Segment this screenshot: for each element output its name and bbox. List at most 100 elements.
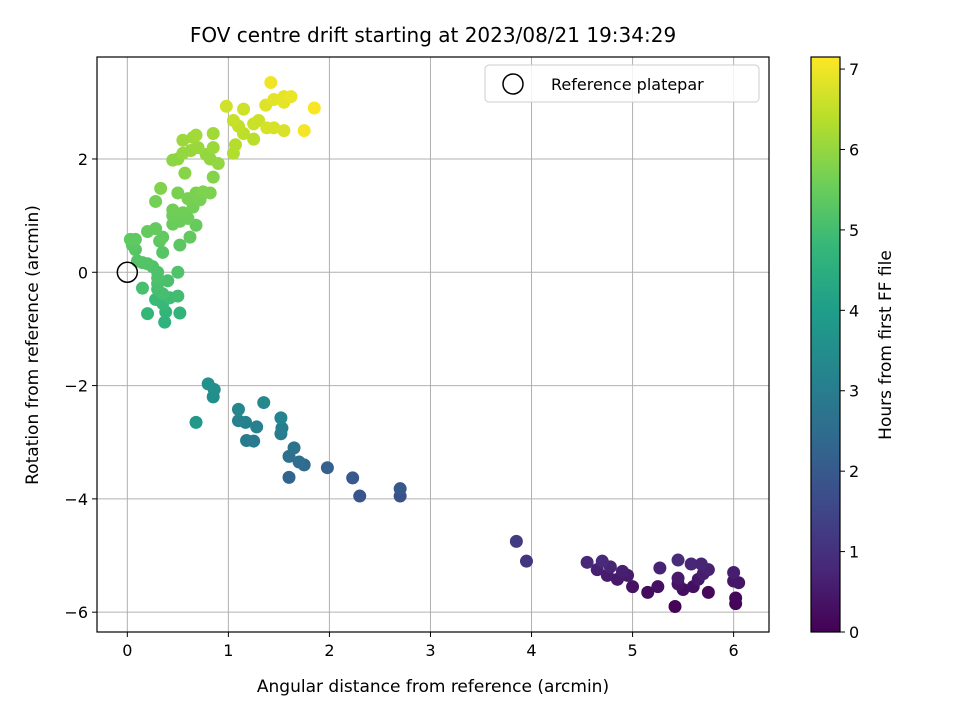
y-tick-label: 2 <box>78 150 88 169</box>
chart-title: FOV centre drift starting at 2023/08/21 … <box>190 23 676 47</box>
scatter-point <box>297 124 311 138</box>
y-axis-label: Rotation from reference (arcmin) <box>23 205 43 485</box>
plot-area: 0 1 2 3 4 5 6 −6 −4 −2 0 2 <box>64 56 770 660</box>
scatter-point <box>178 166 192 180</box>
reference-marker <box>116 261 139 284</box>
scatter-point <box>231 414 245 428</box>
scatter-point <box>149 222 163 236</box>
colorbar-gradient <box>810 56 841 633</box>
legend-label-reference: Reference platepar <box>551 75 704 94</box>
scatter-point <box>264 75 278 89</box>
scatter-point <box>161 274 175 288</box>
scatter-point <box>171 289 185 303</box>
colorbar-tick-label: 3 <box>849 382 859 401</box>
x-tick-label: 2 <box>324 641 334 660</box>
scatter-point <box>257 396 271 410</box>
scatter-point <box>651 580 665 594</box>
y-tick-label: −2 <box>64 377 88 396</box>
scatter-point <box>183 230 197 244</box>
colorbar: 0 1 2 3 4 5 6 7 Hours from first FF file <box>810 56 896 642</box>
scatter-point <box>307 101 321 115</box>
scatter-point <box>626 580 640 594</box>
y-tick-label: 0 <box>78 263 88 282</box>
scatter-point <box>267 92 281 106</box>
scatter-point <box>727 566 741 580</box>
plot-frame <box>96 56 770 633</box>
y-tick-label: −4 <box>64 490 88 509</box>
scatter-point <box>282 470 296 484</box>
colorbar-tick-label: 6 <box>849 140 859 159</box>
y-tick-label: −6 <box>64 603 88 622</box>
colorbar-tick-label: 5 <box>849 221 859 240</box>
scatter-point <box>653 561 667 575</box>
scatter-point <box>211 157 225 171</box>
scatter-point <box>287 441 301 455</box>
scatter-point <box>668 600 682 614</box>
x-tick-label: 6 <box>729 641 739 660</box>
scatter-point <box>729 591 743 605</box>
colorbar-tick-label: 4 <box>849 301 859 320</box>
scatter-point <box>154 181 168 195</box>
x-tick-label: 1 <box>223 641 233 660</box>
scatter-point <box>206 141 220 155</box>
scatter-point <box>580 555 594 569</box>
x-tick-label: 3 <box>425 641 435 660</box>
scatter-point <box>237 102 251 116</box>
scatter-points <box>123 75 746 614</box>
scatter-point <box>519 554 533 568</box>
colorbar-tick-label: 2 <box>849 462 859 481</box>
scatter-point <box>247 132 261 146</box>
scatter-point <box>267 121 281 135</box>
scatter-point <box>156 245 170 259</box>
scatter-point <box>196 185 210 199</box>
x-axis-ticks: 0 1 2 3 4 5 6 <box>122 632 739 660</box>
scatter-point <box>228 138 242 152</box>
colorbar-tick-label: 0 <box>849 623 859 642</box>
scatter-point <box>353 489 367 503</box>
scatter-point <box>173 306 187 320</box>
x-tick-label: 5 <box>627 641 637 660</box>
scatter-point <box>176 133 190 147</box>
colorbar-label: Hours from first FF file <box>876 250 896 440</box>
scatter-point <box>595 554 609 568</box>
scatter-point <box>346 471 360 485</box>
scatter-point <box>684 557 698 571</box>
scatter-point <box>284 90 298 104</box>
scatter-point <box>292 455 306 469</box>
scatter-point <box>701 585 715 599</box>
scatter-point <box>275 421 289 435</box>
scatter-point <box>135 281 149 295</box>
legend-marker <box>502 73 524 95</box>
colorbar-tick-label: 7 <box>849 60 859 79</box>
scatter-point <box>189 415 203 429</box>
scatter-point <box>149 194 163 208</box>
scatter-point <box>130 254 144 268</box>
scatter-point <box>128 232 142 246</box>
scatter-point <box>201 377 215 391</box>
legend-box <box>484 64 760 103</box>
grid-lines <box>97 57 769 632</box>
scatter-point <box>641 585 655 599</box>
scatter-point <box>615 564 629 578</box>
scatter-point <box>158 315 172 329</box>
scatter-point <box>219 99 233 113</box>
scatter-point <box>240 434 254 448</box>
scatter-point <box>171 186 185 200</box>
scatter-point <box>509 534 523 548</box>
scatter-point <box>694 557 708 571</box>
x-axis-label: Angular distance from reference (arcmin) <box>257 677 609 697</box>
scatter-point <box>206 170 220 184</box>
colorbar-ticks: 0 1 2 3 4 5 6 7 <box>840 60 859 642</box>
y-axis-ticks: −6 −4 −2 0 2 <box>64 150 97 622</box>
scatter-point <box>320 461 334 475</box>
scatter-point <box>206 126 220 140</box>
legend: Reference platepar <box>484 64 760 103</box>
scatter-point <box>191 141 205 155</box>
x-tick-label: 0 <box>122 641 132 660</box>
scatter-point <box>171 265 185 279</box>
scatter-point <box>226 113 240 127</box>
colorbar-tick-label: 1 <box>849 543 859 562</box>
scatter-point <box>274 411 288 425</box>
scatter-point <box>141 307 155 321</box>
